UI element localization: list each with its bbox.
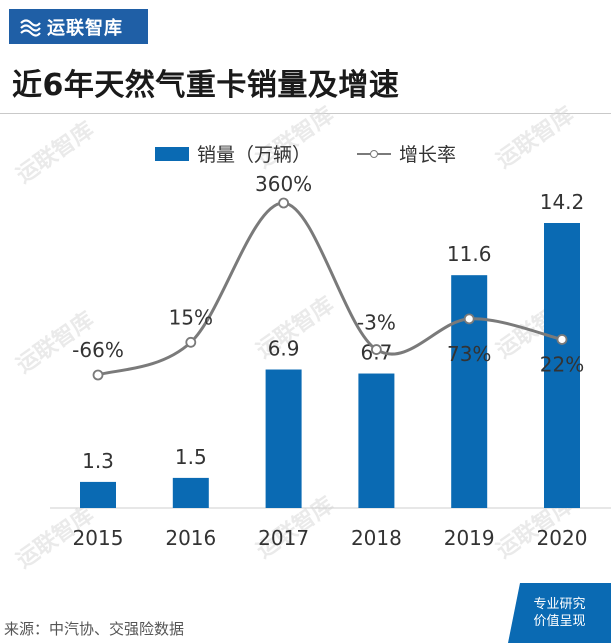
corner-line-1: 专业研究 <box>533 597 586 612</box>
bar-2017 <box>265 369 302 508</box>
source-note: 来源：中汽协、交强险数据 <box>4 620 185 638</box>
growth-point-2015 <box>92 369 104 381</box>
bar-value-label-2015: 1.3 <box>82 449 114 473</box>
growth-label-2019: 73% <box>447 342 491 366</box>
legend-bar-swatch <box>154 146 189 161</box>
bar-2020 <box>544 223 580 508</box>
legend-item-growth: 增长率 <box>357 140 456 167</box>
growth-point-2017 <box>278 197 290 209</box>
growth-line <box>97 201 563 377</box>
x-tick-label-2020: 2020 <box>537 526 588 550</box>
corner-badge: 专业研究 价值呈现 <box>508 583 611 643</box>
growth-point-2018 <box>370 344 382 355</box>
growth-point-2019 <box>463 313 475 325</box>
legend-item-sales: 销量（万辆） <box>154 140 311 167</box>
growth-label-2018: -3% <box>357 311 396 335</box>
corner-line-2: 价值呈现 <box>533 614 586 629</box>
growth-point-2020 <box>556 334 568 345</box>
bar-2018 <box>358 373 395 508</box>
chart-legend: 销量（万辆） 增长率 <box>0 140 611 167</box>
page-title: 近6年天然气重卡销量及增速 <box>12 68 400 103</box>
growth-point-2016 <box>185 336 197 348</box>
x-tick-label-2017: 2017 <box>258 526 309 550</box>
bar-value-label-2017: 6.9 <box>268 337 300 361</box>
bar-2019 <box>451 275 488 508</box>
legend-line-swatch <box>357 147 391 161</box>
bar-value-label-2016: 1.5 <box>175 445 207 469</box>
bar-2016 <box>172 477 209 508</box>
title-divider <box>0 113 611 114</box>
bar-2015 <box>80 481 116 508</box>
growth-label-2016: 15% <box>169 305 213 329</box>
x-tick-label-2015: 2015 <box>73 526 124 550</box>
brand-logo: 运联智库 <box>9 9 148 44</box>
brand-name: 运联智库 <box>47 17 123 39</box>
brand-wave-icon <box>20 18 41 37</box>
x-tick-label-2019: 2019 <box>444 526 495 550</box>
growth-label-2020: 22% <box>540 352 584 376</box>
bar-value-label-2019: 11.6 <box>447 242 492 266</box>
legend-line-label: 增长率 <box>399 144 457 166</box>
x-tick-label-2016: 2016 <box>165 526 216 550</box>
legend-bar-label: 销量（万辆） <box>196 144 311 166</box>
growth-label-2017: 360% <box>255 172 312 196</box>
bar-value-label-2020: 14.2 <box>540 190 585 214</box>
growth-label-2015: -66% <box>72 338 124 362</box>
x-tick-label-2018: 2018 <box>351 526 402 550</box>
